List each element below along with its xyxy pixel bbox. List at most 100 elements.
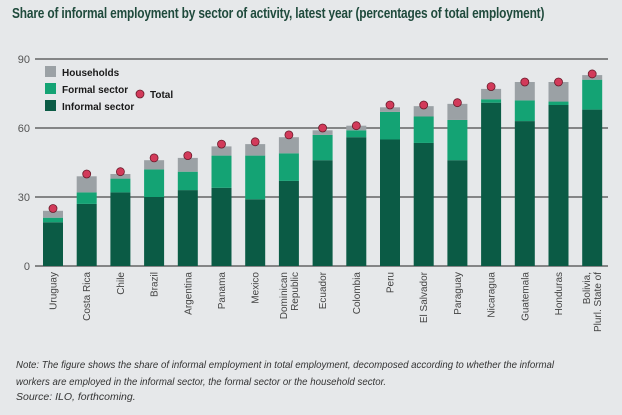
bar-segment-informal-sector xyxy=(413,142,434,266)
total-marker xyxy=(351,121,361,131)
x-tick-label-line: Argentina xyxy=(183,272,194,315)
total-marker xyxy=(452,98,462,108)
y-tick-label: 0 xyxy=(24,261,30,273)
bar-segment-informal-sector xyxy=(43,222,63,266)
total-marker xyxy=(183,151,193,161)
bar-segment-households xyxy=(144,160,165,170)
total-marker xyxy=(486,82,496,91)
bar-stack-0 xyxy=(43,210,63,266)
bar-segment-informal-sector xyxy=(278,180,299,266)
chart-title: Share of informal employment by sector o… xyxy=(12,6,545,22)
legend-swatch-total xyxy=(135,89,145,99)
x-tick-label-line: Panama xyxy=(217,272,228,310)
bar-segment-formal-sector xyxy=(312,134,333,161)
total-marker xyxy=(587,69,597,79)
bar-segment-informal-sector xyxy=(380,139,400,266)
x-tick-label-line: Ecuador xyxy=(318,271,329,309)
x-tick-label: Mexico xyxy=(251,272,262,304)
bar-stack-8 xyxy=(312,130,333,266)
bar-stack-9 xyxy=(346,125,367,266)
x-tick-label: Guatemala xyxy=(520,272,531,321)
x-tick-label-line: Nicaragua xyxy=(487,272,498,318)
bar-segment-informal-sector xyxy=(110,192,131,266)
bar-segment-informal-sector xyxy=(211,187,232,266)
bar-stack-12 xyxy=(447,103,468,266)
legend-label: Formal sector xyxy=(62,85,128,96)
legend-label: Total xyxy=(150,90,173,101)
x-tick-label-line: Honduras xyxy=(554,272,565,315)
bar-stack-11 xyxy=(413,106,434,266)
y-axis-ticks: 0 30 60 90 xyxy=(18,54,30,273)
x-tick-label-line: Dominican xyxy=(279,272,290,319)
bar-segment-formal-sector xyxy=(144,169,165,197)
x-tick-label-line: Colombia xyxy=(352,272,363,315)
total-marker xyxy=(48,204,58,213)
total-markers xyxy=(48,69,597,213)
bar-stack-10 xyxy=(380,107,400,266)
bar-segment-informal-sector xyxy=(447,160,468,266)
x-tick-label: Argentina xyxy=(183,272,194,315)
x-tick-label: Honduras xyxy=(554,272,565,315)
bar-stack-13 xyxy=(481,88,502,266)
bar-stack-2 xyxy=(110,174,131,266)
x-tick-label: Panama xyxy=(217,272,228,310)
bar-segment-households xyxy=(110,174,131,179)
bar-stack-15 xyxy=(548,82,569,266)
y-tick-label: 30 xyxy=(18,192,30,204)
chart-source: Source: ILO, forthcoming. xyxy=(16,391,136,403)
bar-segment-formal-sector xyxy=(43,217,63,223)
bar-segment-formal-sector xyxy=(346,130,367,138)
x-tick-label: Bolivia, Plurl. State of xyxy=(582,272,604,332)
bar-stack-7 xyxy=(278,137,299,266)
total-marker xyxy=(250,137,260,147)
bar-segment-formal-sector xyxy=(211,155,232,188)
bar-segment-households xyxy=(211,146,232,156)
bar-segment-formal-sector xyxy=(177,171,198,191)
x-tick-label-line: Chile xyxy=(116,272,127,295)
total-marker xyxy=(419,100,429,110)
bar-segment-households xyxy=(43,210,63,218)
x-tick-label-line: Uruguay xyxy=(49,272,60,310)
bar-segment-informal-sector xyxy=(312,160,333,266)
bar-segment-households xyxy=(413,106,434,117)
bar-segment-households xyxy=(278,137,299,154)
x-tick-label-line: Brazil xyxy=(150,272,161,297)
chart-note: Note: The figure shows the share of info… xyxy=(16,359,555,388)
total-marker xyxy=(82,169,92,179)
bar-segment-formal-sector xyxy=(76,192,97,204)
total-marker xyxy=(554,77,563,87)
x-axis-labels: Uruguay Costa Rica Chile Brazil Argentina Pan… xyxy=(49,271,605,332)
bar-segment-households xyxy=(548,82,569,102)
bar-segment-formal-sector xyxy=(582,79,603,110)
total-marker xyxy=(116,167,125,177)
bar-stack-6 xyxy=(245,144,266,266)
x-tick-label-line: Mexico xyxy=(251,272,262,304)
bar-stack-5 xyxy=(211,146,232,266)
x-tick-label: Peru xyxy=(386,272,397,293)
bar-stack-16 xyxy=(582,75,603,266)
bars xyxy=(43,75,603,266)
bar-segment-formal-sector xyxy=(110,178,131,193)
total-marker xyxy=(385,100,395,110)
y-tick-label: 60 xyxy=(18,123,30,135)
bar-segment-formal-sector xyxy=(380,111,400,140)
legend-swatch-informal-sector xyxy=(45,100,56,111)
bar-segment-formal-sector xyxy=(278,153,299,181)
bar-segment-informal-sector xyxy=(481,102,502,266)
x-tick-label: Dominican Republic xyxy=(279,272,301,319)
x-tick-label-line: Plurl. State of xyxy=(593,272,604,332)
bar-segment-formal-sector xyxy=(245,155,266,200)
bar-stack-1 xyxy=(76,176,97,266)
total-marker xyxy=(284,130,294,140)
legend-swatch-households xyxy=(45,66,56,77)
x-tick-label-line: Guatemala xyxy=(520,272,531,321)
x-tick-label: Brazil xyxy=(150,272,161,297)
total-marker xyxy=(520,77,530,87)
bar-segment-informal-sector xyxy=(582,109,603,266)
x-tick-label: Costa Rica xyxy=(82,272,93,321)
x-tick-label-line: Republic xyxy=(290,272,301,311)
y-tick-label: 90 xyxy=(18,54,30,66)
x-tick-label-line: Paraguay xyxy=(453,272,464,315)
legend: Households Formal sector Informal sector To… xyxy=(45,66,173,113)
bar-segment-households xyxy=(76,176,97,193)
